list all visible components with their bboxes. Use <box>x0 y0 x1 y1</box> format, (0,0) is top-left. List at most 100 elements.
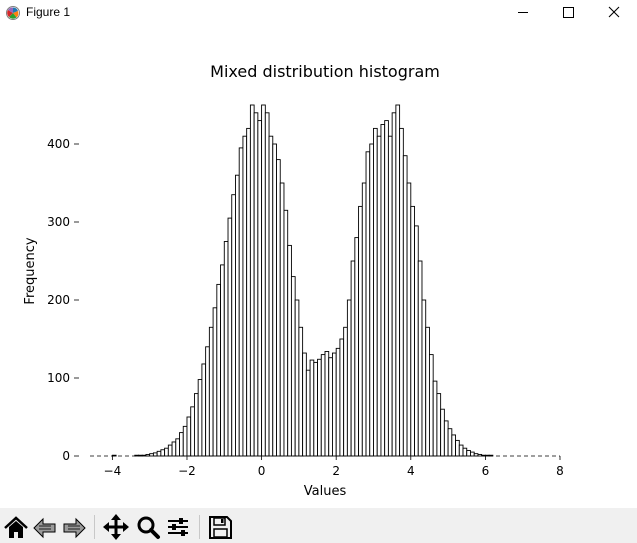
histogram-bar <box>313 361 318 457</box>
histogram-bar <box>328 357 333 457</box>
histogram-bar <box>432 380 438 457</box>
histogram-bar <box>294 299 300 457</box>
histogram-bar <box>414 225 419 457</box>
home-button[interactable] <box>2 513 30 541</box>
histogram-bar <box>387 135 393 457</box>
histogram-bar <box>227 217 233 457</box>
back-arrow-icon <box>33 517 56 539</box>
histogram-bar <box>208 326 214 457</box>
histogram-bar <box>257 120 263 457</box>
maximize-button[interactable] <box>545 0 591 26</box>
histogram-bar <box>197 379 203 457</box>
histogram-bar <box>246 127 251 457</box>
close-button[interactable] <box>591 0 637 26</box>
histogram-bar <box>343 326 348 457</box>
histogram-bar <box>276 159 281 457</box>
histogram-bar <box>242 135 248 457</box>
forward-arrow-icon <box>63 517 86 539</box>
histogram-bar <box>417 260 423 457</box>
pan-button[interactable] <box>102 513 130 541</box>
histogram-bar <box>235 174 240 457</box>
histogram-bar <box>171 441 177 457</box>
histogram-bar <box>324 351 330 457</box>
histogram-bar <box>384 120 389 457</box>
histogram-bar <box>428 354 434 457</box>
minimize-button[interactable] <box>500 0 546 26</box>
histogram-bar <box>302 352 307 457</box>
minimize-icon <box>518 12 528 13</box>
x-tick-label: 0 <box>258 464 266 478</box>
histogram-bar <box>436 393 442 457</box>
histogram-bar <box>149 453 154 457</box>
close-icon <box>608 6 620 18</box>
histogram-bar <box>164 447 169 457</box>
histogram-bar <box>380 124 386 457</box>
chart-title: Mixed distribution histogram <box>210 62 440 81</box>
x-ticks: −4 −2 0 2 4 6 8 <box>104 456 564 478</box>
toolbar-separator <box>199 515 200 539</box>
histogram-bar <box>283 209 289 457</box>
y-tick-label: 300 <box>47 215 70 229</box>
histogram-bar <box>369 143 374 457</box>
histogram-bar <box>391 112 397 457</box>
histogram-bar <box>399 127 404 457</box>
histogram-bar <box>346 299 352 457</box>
figure-canvas[interactable]: Mixed distribution histogram −4 −2 0 2 4 6 8 0… <box>0 26 637 508</box>
histogram-bar <box>376 135 382 457</box>
histogram-bar <box>402 155 408 457</box>
window-title: Figure 1 <box>26 5 71 19</box>
save-button[interactable] <box>206 513 234 541</box>
forward-button[interactable] <box>60 513 88 541</box>
histogram-bar <box>354 237 360 457</box>
x-tick-label: −4 <box>104 464 122 478</box>
histogram-bar <box>238 147 244 457</box>
configure-subplots-button[interactable] <box>164 513 192 541</box>
histogram-bar <box>179 432 184 457</box>
zoom-icon <box>137 516 160 539</box>
histogram-bar <box>152 452 158 457</box>
histogram-bar <box>205 346 210 457</box>
histogram-bar <box>309 359 315 457</box>
y-axis-label: Frequency <box>23 237 38 304</box>
histogram-bar <box>212 307 218 457</box>
window-titlebar: Figure 1 <box>0 0 637 26</box>
histogram-bar <box>272 143 277 457</box>
histogram-bar <box>443 420 449 457</box>
histogram-bar <box>220 264 225 457</box>
histogram-bar <box>462 447 468 457</box>
x-tick-label: 4 <box>407 464 415 478</box>
histogram-bar <box>332 352 337 457</box>
histogram-bar <box>373 127 378 457</box>
y-tick-label: 100 <box>47 371 70 385</box>
histogram-bar <box>160 449 166 457</box>
home-icon <box>4 516 28 538</box>
histogram-bar <box>317 358 322 457</box>
y-tick-label: 200 <box>47 293 70 307</box>
x-tick-label: 6 <box>482 464 490 478</box>
back-button[interactable] <box>31 513 59 541</box>
histogram-bar <box>350 260 356 457</box>
x-tick-label: −2 <box>178 464 196 478</box>
histogram-bar <box>182 425 188 457</box>
histogram-bar <box>320 354 326 457</box>
pan-icon <box>103 514 129 540</box>
y-tick-label: 0 <box>62 449 70 463</box>
histogram-bar <box>223 241 229 457</box>
zoom-button[interactable] <box>134 513 162 541</box>
navigation-toolbar <box>0 508 637 543</box>
histogram-bar <box>305 369 311 457</box>
histogram-bar <box>425 326 430 457</box>
histogram-bar <box>261 104 266 457</box>
y-ticks: 0 100 200 300 400 <box>47 137 79 463</box>
x-axis-label: Values <box>304 484 347 499</box>
histogram-bar <box>268 135 274 457</box>
histogram-bar <box>421 299 427 457</box>
histogram-bar <box>361 182 367 457</box>
histogram-bar <box>201 363 207 457</box>
x-tick-label: 8 <box>556 464 564 478</box>
histogram-bar <box>451 434 457 457</box>
toolbar-separator <box>94 515 95 539</box>
histogram-bar <box>335 347 341 457</box>
histogram-bar <box>264 112 270 457</box>
histogram-bar <box>279 182 285 457</box>
